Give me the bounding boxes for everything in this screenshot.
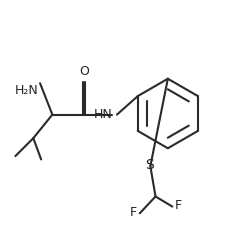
Text: HN: HN bbox=[94, 108, 113, 121]
Text: O: O bbox=[79, 65, 89, 78]
Text: H₂N: H₂N bbox=[15, 84, 39, 97]
Text: F: F bbox=[175, 199, 182, 212]
Text: F: F bbox=[130, 206, 137, 219]
Text: S: S bbox=[145, 158, 154, 172]
